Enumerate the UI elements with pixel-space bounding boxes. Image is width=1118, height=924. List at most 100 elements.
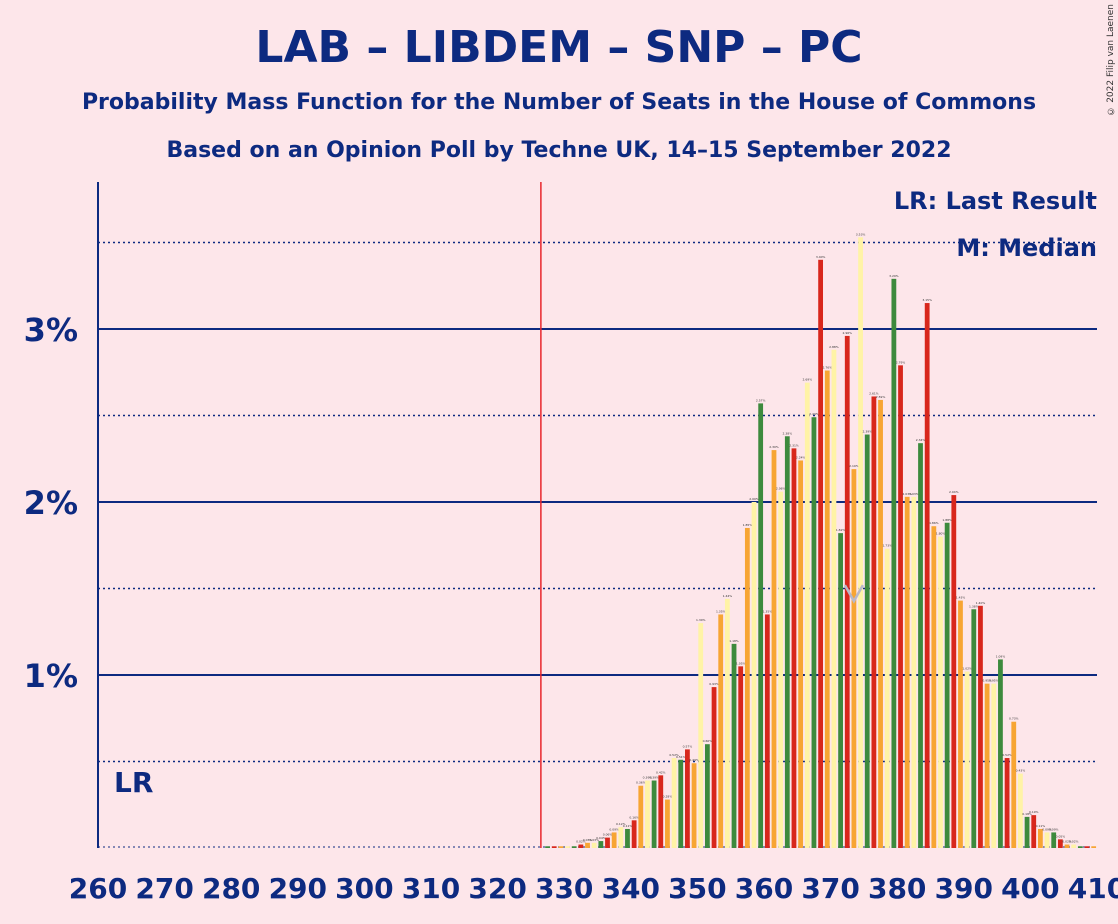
bar-value-label: 1.05%	[736, 661, 746, 665]
bar	[918, 443, 923, 848]
bar	[731, 643, 737, 848]
bar-value-label: 0.39%	[649, 776, 659, 780]
bar-value-label: 1.35%	[763, 609, 773, 613]
bar	[791, 448, 797, 848]
bar	[558, 846, 564, 848]
bar	[951, 495, 957, 848]
legend-last-result: LR: Last Result	[894, 187, 1097, 215]
chart-subtitle-poll: Based on an Opinion Poll by Techne UK, 1…	[166, 138, 952, 163]
bar-value-label: 1.88%	[942, 518, 952, 522]
bar-value-label: 1.73%	[882, 544, 892, 548]
x-tick-label: 370	[801, 872, 859, 905]
bar	[611, 832, 617, 848]
x-tick-label: 330	[535, 872, 593, 905]
x-tick-label: 270	[135, 872, 193, 905]
bar	[864, 434, 870, 848]
bar	[778, 491, 784, 848]
bar-value-label: 1.30%	[696, 618, 706, 622]
bar-value-label: 1.38%	[969, 604, 979, 608]
bar	[578, 844, 584, 848]
bar	[844, 335, 850, 848]
x-tick-label: 360	[735, 872, 793, 905]
bar-value-label: 3.53%	[856, 232, 866, 236]
bar-value-label: 3.29%	[889, 274, 899, 278]
bar	[771, 450, 777, 848]
bar-value-label: 2.30%	[769, 445, 779, 449]
bar-value-label: 2.34%	[916, 438, 926, 442]
bar-value-label: 1.82%	[836, 528, 846, 532]
bar-value-label: 1.40%	[976, 601, 986, 605]
bar-value-label: 1.86%	[929, 521, 939, 525]
bar	[998, 659, 1003, 848]
bar-value-label: 0.60%	[703, 739, 713, 743]
bar-value-label: 2.61%	[869, 391, 879, 395]
x-tick-label: 410	[1068, 872, 1118, 905]
bar	[878, 399, 883, 848]
bar-value-label: 0.95%	[989, 679, 999, 683]
bar	[711, 687, 717, 848]
bar-value-label: 0.02%	[1062, 840, 1072, 844]
bar	[884, 548, 890, 848]
bar-value-label: 0.19%	[1029, 810, 1039, 814]
bar-value-label: 0.03%	[583, 838, 593, 842]
bar	[724, 598, 730, 848]
bar	[924, 303, 930, 848]
bar-value-label: 0.52%	[669, 753, 679, 757]
bar	[851, 469, 857, 848]
bar	[704, 744, 710, 848]
bar-value-label: 0.09%	[609, 827, 619, 831]
bar	[944, 522, 950, 848]
bar-value-label: 1.85%	[743, 523, 753, 527]
bar-value-label: 0.09%	[1049, 827, 1059, 831]
bar	[625, 828, 630, 848]
bar-value-label: 0.73%	[1009, 717, 1019, 721]
chart-title: LAB – LIBDEM – SNP – PC	[255, 22, 863, 73]
bar-value-label: 0.51%	[676, 755, 686, 759]
bar	[638, 785, 644, 848]
bar	[1091, 846, 1097, 848]
y-tick-label: 1%	[24, 657, 78, 695]
bar	[691, 763, 697, 848]
bar-value-label: 2.24%	[796, 455, 806, 459]
bar-value-label: 2.39%	[862, 430, 872, 434]
bar-value-label: 1.02%	[962, 667, 972, 671]
bar	[678, 759, 684, 848]
bar-value-label: 0.11%	[623, 824, 633, 828]
bar-value-label: 0.03%	[589, 838, 599, 842]
bar-value-label: 0.12%	[616, 822, 626, 826]
bar	[685, 749, 690, 848]
bar-value-label: 2.79%	[896, 360, 906, 364]
x-tick-label: 400	[1001, 872, 1059, 905]
bar	[871, 396, 877, 848]
x-tick-label: 350	[668, 872, 726, 905]
bar	[545, 846, 550, 848]
bar	[991, 683, 997, 848]
x-tick-label: 260	[69, 872, 127, 905]
bar-value-label: 0.05%	[1056, 834, 1066, 838]
bar-value-label: 2.38%	[783, 431, 793, 435]
bar	[891, 278, 897, 849]
bar-value-label: 0.02%	[576, 840, 586, 844]
bar	[858, 237, 863, 848]
bar-value-label: 0.04%	[596, 836, 606, 840]
bar	[551, 846, 557, 848]
bar	[591, 842, 597, 848]
bar	[824, 370, 830, 848]
x-tick-label: 340	[602, 872, 660, 905]
bar-value-label: 0.36%	[636, 781, 646, 785]
y-tick-labels: 1% 2% 3%	[24, 311, 78, 695]
bar	[1031, 815, 1037, 848]
bar-value-label: 0.18%	[1022, 812, 1032, 816]
x-tick-labels: 260 270 280 290 300 310 320 330 340 350 360 370 380 3…	[69, 872, 1118, 905]
bar-value-label: 1.80%	[936, 532, 946, 536]
bar	[1024, 816, 1030, 848]
bar	[1064, 844, 1070, 848]
bar	[784, 436, 790, 848]
y-tick-label: 3%	[24, 311, 78, 349]
x-tick-label: 390	[935, 872, 993, 905]
bar-value-label: 0.43%	[1016, 769, 1026, 773]
bar-value-label: 2.57%	[756, 398, 766, 402]
bar-value-label: 0.09%	[1042, 827, 1052, 831]
bar-value-label: 2.04%	[949, 490, 959, 494]
bar	[598, 841, 604, 848]
